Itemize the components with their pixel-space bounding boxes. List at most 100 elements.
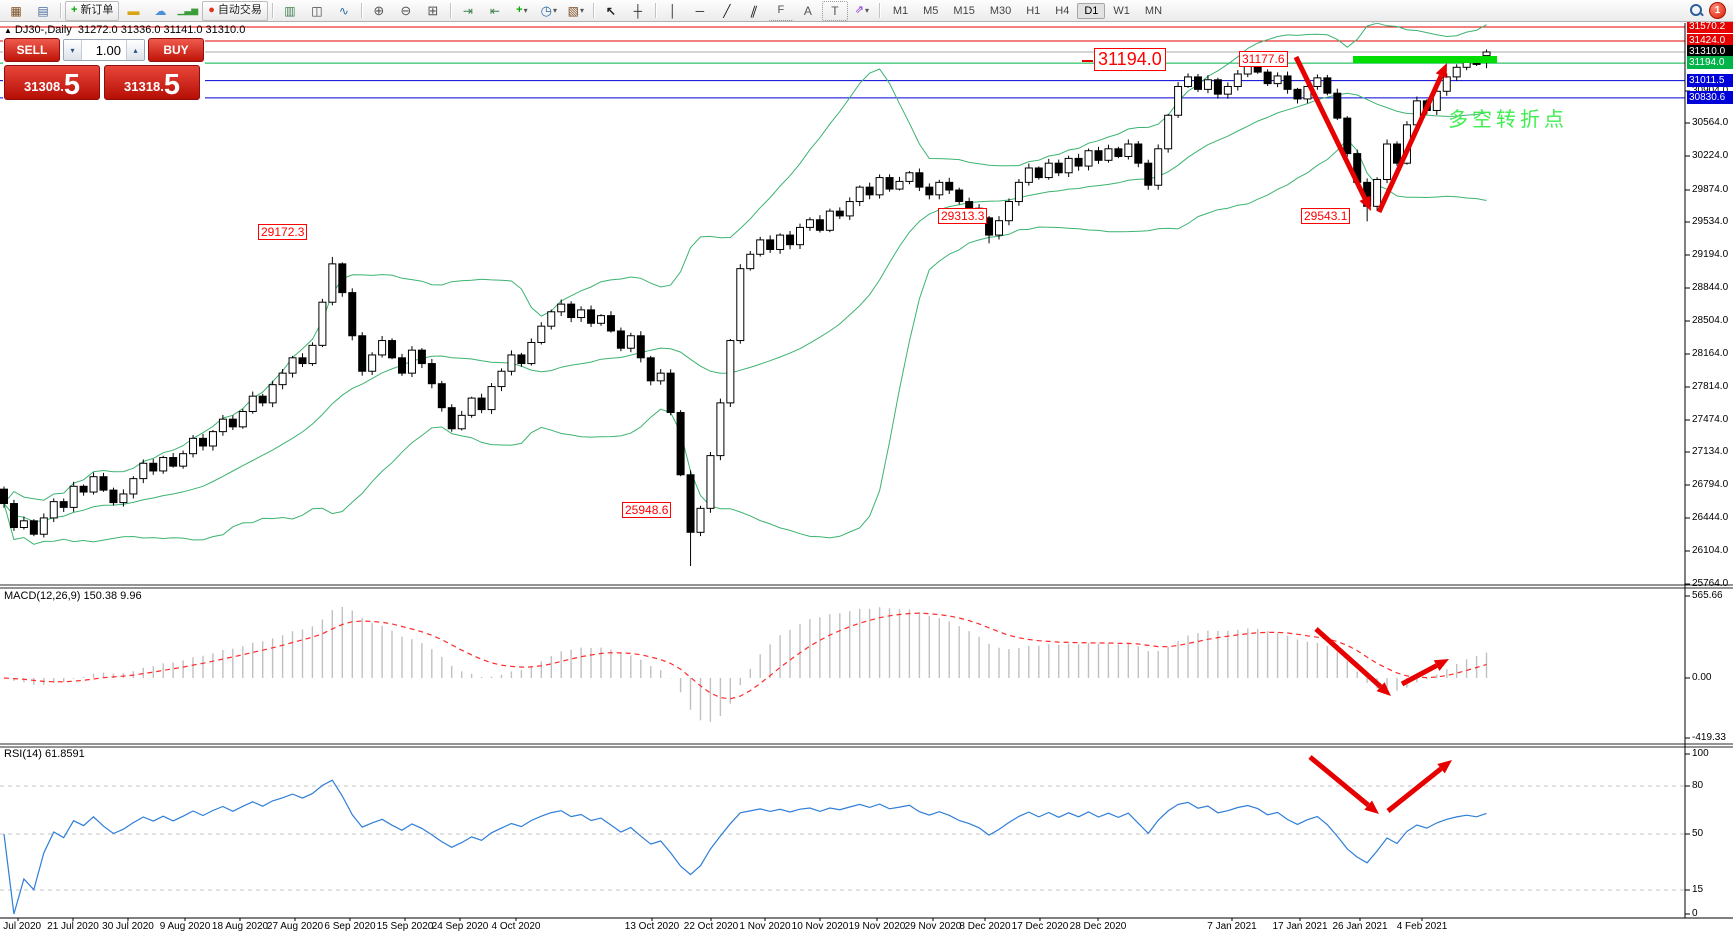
new-order-label: 新订单 [80, 4, 114, 16]
price-annotation[interactable]: 29543.1 [1301, 208, 1351, 224]
bar-chart-icon[interactable]: ▥ [284, 3, 296, 18]
search-icon[interactable] [1690, 4, 1704, 17]
tile-windows-icon[interactable]: ⊞ [427, 3, 439, 18]
chevron-down-icon: ▾ [553, 5, 558, 15]
trend-arrows-main[interactable] [1293, 55, 1447, 214]
sell-button[interactable]: SELL [4, 38, 60, 62]
axis-date-label: 7 Jan 2021 [1207, 921, 1257, 932]
volume-down-button[interactable]: ▾ [64, 40, 82, 60]
text-tool-icon[interactable]: A [803, 3, 812, 18]
axis-price-label: 29194.0 [1692, 249, 1729, 260]
trend-arrows-rsi[interactable] [1308, 755, 1452, 814]
chevron-down-icon: ▾ [523, 5, 528, 15]
toolbar-separator [360, 3, 362, 18]
rsi-line [3, 779, 1487, 915]
chart-shift-icon[interactable]: ⇤ [489, 3, 500, 18]
notification-badge[interactable]: 1 [1709, 2, 1726, 19]
cursor-icon[interactable]: ↖ [605, 3, 616, 18]
axis-price-label: 29534.0 [1692, 216, 1729, 227]
add-indicator-button[interactable]: + ▾ [509, 1, 535, 21]
axis-price-label: 30224.0 [1692, 150, 1729, 161]
axis-date-label: 9 Aug 2020 [159, 921, 211, 932]
timeframe-m30[interactable]: M30 [989, 4, 1012, 17]
new-order-button[interactable]: + 新订单 [65, 0, 120, 21]
volume-up-button[interactable]: ▴ [126, 40, 144, 60]
symbol-period-label: DJ30-,Daily [14, 24, 72, 36]
axis-price-label: 25764.0 [1692, 578, 1729, 589]
autotrading-button[interactable]: ● 自动交易 [202, 0, 268, 21]
signal-icon[interactable]: ▁▃▅ [177, 5, 199, 15]
axis-date-label: 17 Jan 2021 [1272, 921, 1328, 932]
axis-price-label: 27134.0 [1692, 446, 1729, 457]
data-window-icon[interactable]: ▤ [37, 3, 49, 18]
plus-icon: + [71, 4, 78, 16]
timeframe-m1[interactable]: M1 [892, 4, 909, 17]
axis-price-label: 28164.0 [1692, 348, 1729, 359]
axis-date-label: 29 Nov 2020 [904, 921, 962, 932]
toolbar-separator [60, 3, 61, 18]
axis-price-label: -419.33 [1692, 732, 1726, 743]
macd-histogram [13, 607, 1488, 722]
zoom-in-icon[interactable]: ⊕ [373, 3, 385, 18]
timeframe-m15[interactable]: M15 [953, 4, 975, 17]
rsi-panel [0, 779, 1685, 915]
axis-price-label: 28844.0 [1692, 282, 1729, 293]
price-annotation[interactable]: 25948.6 [622, 502, 672, 518]
plus-icon: + [516, 4, 523, 16]
price-annotation[interactable]: 31194.0 [1094, 48, 1166, 71]
arrows-tool-button[interactable]: ⇗ ▾ [849, 1, 875, 21]
axis-price-label: 29874.0 [1692, 184, 1729, 195]
zoom-out-icon[interactable]: ⊖ [400, 3, 412, 18]
timeframe-h4[interactable]: H4 [1055, 4, 1070, 17]
buy-button[interactable]: BUY [148, 38, 204, 62]
crosshair-icon[interactable]: ┼ [633, 3, 643, 18]
price-line-badge: 31570.2 [1687, 20, 1733, 33]
axis-price-label: 27474.0 [1692, 414, 1729, 425]
price-line-badge: 31310.0 [1687, 45, 1733, 58]
axis-date-label: 4 Oct 2020 [491, 921, 541, 932]
toolbar-separator [271, 3, 273, 18]
timeframe-w1[interactable]: W1 [1113, 4, 1130, 17]
arrow-shape-icon: ⇗ [854, 4, 864, 16]
text-label-tool-icon[interactable]: T [821, 0, 848, 21]
channel-tool-icon[interactable]: ∥ [748, 3, 760, 18]
auto-scroll-icon[interactable]: ⇥ [462, 3, 473, 18]
axis-date-label: 15 Sep 2020 [376, 921, 434, 932]
one-click-toggle-icon[interactable]: ▲ [4, 26, 12, 35]
price-line-badge: 31194.0 [1687, 56, 1733, 69]
fibonacci-tool-icon[interactable]: F [767, 1, 794, 21]
axis-price-label: 26794.0 [1692, 479, 1729, 490]
axis-price-label: 30564.0 [1692, 117, 1729, 128]
chevron-down-icon: ▾ [864, 5, 869, 15]
trendline-tool-icon[interactable]: ╱ [723, 3, 731, 18]
price-annotation[interactable]: 29172.3 [258, 224, 308, 240]
timeframe-h1[interactable]: H1 [1026, 4, 1041, 17]
toolbar-separator [449, 3, 451, 18]
timeframe-d1[interactable]: D1 [1077, 2, 1106, 19]
one-click-trading-panel: SELL ▾ 1.00 ▴ BUY 31308. 5 31318. 5 [3, 37, 205, 101]
axis-price-label: 26444.0 [1692, 512, 1729, 523]
trend-arrows-macd[interactable] [1314, 627, 1449, 696]
line-chart-icon[interactable]: ∿ [338, 3, 349, 18]
timeframe-m5[interactable]: M5 [923, 4, 939, 17]
horizontal-line-tool-icon[interactable]: ─ [695, 3, 705, 18]
volume-value[interactable]: 1.00 [95, 42, 121, 58]
chinese-annotation[interactable]: 多空转折点 [1448, 109, 1568, 131]
axis-price-label: 0 [1692, 908, 1698, 919]
price-line-badge: 30830.6 [1687, 91, 1733, 104]
candlestick-chart-icon[interactable]: ◫ [311, 3, 323, 18]
periods-button[interactable]: ◷ ▾ [536, 1, 562, 21]
gold-icon[interactable]: ▬ [127, 3, 140, 18]
new-chart-icon[interactable]: ▦ [10, 3, 22, 18]
cloud-community-icon[interactable]: ☁ [154, 3, 167, 18]
axis-date-label: 19 Nov 2020 [848, 921, 906, 932]
ask-price-box[interactable]: 31318. 5 [104, 65, 200, 100]
axis-date-label: 24 Sep 2020 [431, 921, 489, 932]
price-annotation[interactable]: 31177.6 [1239, 51, 1288, 67]
vertical-line-tool-icon[interactable]: │ [669, 3, 677, 18]
templates-button[interactable]: ▧ ▾ [563, 1, 589, 21]
price-annotation[interactable]: 29313.3 [938, 208, 988, 224]
timeframe-mn[interactable]: MN [1144, 4, 1163, 17]
bid-price-box[interactable]: 31308. 5 [4, 65, 100, 100]
